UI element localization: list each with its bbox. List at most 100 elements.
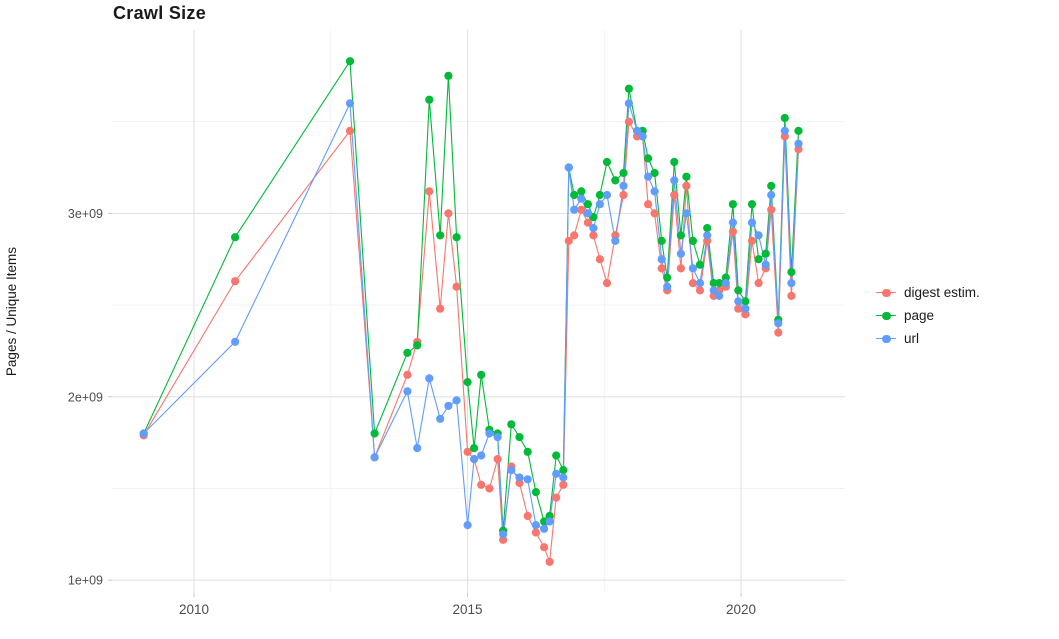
data-point-page — [619, 168, 628, 178]
data-point-digest — [688, 279, 698, 288]
data-point-digest — [583, 218, 593, 227]
legend-dot-icon — [882, 311, 891, 320]
data-point-url — [425, 374, 434, 383]
data-point-page — [611, 176, 620, 185]
data-point-page — [688, 236, 698, 245]
data-point-digest — [695, 286, 705, 295]
data-point-page — [728, 200, 738, 209]
series-line-url — [143, 101, 800, 535]
data-point-url — [403, 387, 412, 396]
data-point-page — [695, 260, 705, 269]
data-point-digest — [403, 370, 412, 379]
legend-item-digest: digest estim. — [876, 281, 980, 304]
data-point-url — [715, 291, 724, 300]
data-point-page — [624, 84, 634, 93]
data-point-url — [602, 190, 612, 200]
data-point-url — [444, 401, 453, 410]
data-point-page — [370, 429, 379, 438]
data-point-page — [761, 249, 770, 258]
data-point-digest — [595, 255, 605, 264]
data-point-digest — [345, 126, 355, 135]
data-point-page — [470, 444, 479, 453]
data-point-page — [552, 451, 561, 460]
y-tick-label: 1e+09 — [68, 574, 103, 588]
data-point-page — [657, 236, 666, 245]
data-point-digest — [559, 480, 568, 489]
data-point-url — [413, 444, 422, 453]
data-point-page — [715, 279, 724, 288]
data-point-digest — [624, 117, 634, 126]
data-point-digest — [747, 236, 757, 245]
data-point-digest — [425, 187, 434, 196]
data-point-url — [721, 279, 730, 288]
data-point-page — [403, 348, 412, 357]
data-point-page — [650, 168, 659, 178]
data-point-url — [761, 260, 770, 269]
data-point-url — [559, 473, 568, 482]
y-tick-label: 2e+09 — [68, 390, 103, 404]
data-point-url — [619, 181, 628, 190]
data-point-url — [767, 190, 776, 200]
data-point-page — [670, 157, 679, 167]
data-point-url — [499, 530, 508, 539]
data-point-page — [663, 273, 672, 282]
data-point-page — [559, 466, 568, 475]
data-point-url — [650, 187, 659, 196]
data-point-page — [577, 187, 586, 196]
data-point-digest — [728, 227, 738, 236]
data-point-url — [670, 176, 679, 185]
legend-label-url: url — [904, 331, 920, 346]
data-point-page — [523, 447, 532, 456]
data-point-page — [780, 113, 789, 123]
data-point-page — [425, 95, 434, 104]
data-point-digest — [570, 231, 579, 240]
x-tick-label: 2010 — [179, 602, 209, 617]
data-point-page — [682, 172, 691, 181]
data-point-digest — [523, 511, 532, 521]
data-point-digest — [682, 181, 691, 190]
legend-key-url-icon — [876, 332, 896, 346]
data-point-page — [477, 370, 486, 379]
data-point-digest — [619, 190, 628, 200]
data-point-page — [345, 57, 355, 66]
data-point-page — [583, 200, 593, 209]
data-point-digest — [485, 484, 494, 493]
legend-dot-icon — [882, 288, 891, 297]
data-point-page — [794, 126, 803, 135]
data-point-url — [552, 469, 561, 478]
data-point-page — [754, 255, 763, 264]
legend-label-digest: digest estim. — [904, 285, 980, 300]
data-point-url — [780, 126, 789, 135]
data-point-digest — [577, 205, 586, 214]
legend-dot-icon — [882, 334, 891, 343]
data-point-url — [523, 475, 532, 484]
data-point-page — [676, 231, 686, 240]
data-point-digest — [463, 447, 472, 456]
data-point-digest — [657, 264, 666, 273]
x-tick-label: 2015 — [453, 602, 483, 617]
data-point-digest — [754, 279, 763, 288]
data-point-digest — [734, 304, 743, 313]
data-point-page — [570, 190, 579, 200]
x-tick-label: 2020 — [726, 602, 756, 617]
data-point-url — [728, 218, 738, 227]
data-point-page — [531, 488, 541, 497]
data-point-digest — [787, 291, 796, 300]
data-point-url — [644, 172, 653, 181]
data-point-url — [452, 396, 461, 405]
data-point-page — [413, 341, 422, 350]
data-point-url — [774, 319, 783, 328]
data-point-page — [734, 286, 743, 295]
y-tick-label: 3e+09 — [68, 207, 103, 221]
data-point-digest — [774, 328, 783, 337]
data-point-url — [564, 163, 573, 172]
data-point-url — [139, 429, 148, 438]
data-point-url — [231, 337, 240, 346]
data-point-url — [515, 473, 524, 482]
data-point-url — [463, 521, 472, 530]
data-point-digest — [493, 455, 502, 464]
data-point-digest — [477, 480, 486, 489]
data-point-digest — [767, 205, 776, 214]
data-point-url — [709, 286, 718, 295]
series-line-page — [143, 59, 800, 531]
